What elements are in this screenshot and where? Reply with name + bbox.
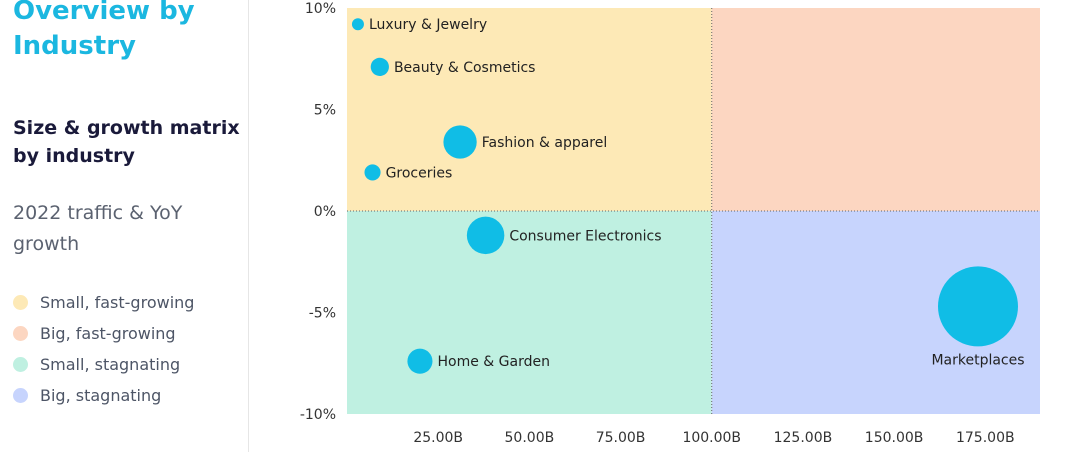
bubble-point: [937, 266, 1018, 347]
bubble-label: Consumer Electronics: [509, 228, 661, 244]
x-tick-label: 50.00B: [505, 430, 555, 446]
legend-swatch: [13, 295, 28, 310]
x-tick-label: 125.00B: [774, 430, 833, 446]
quadrant-small-stagnating: [347, 211, 712, 414]
legend-label: Small, stagnating: [40, 355, 181, 374]
divider: [248, 0, 249, 452]
sidebar: Overview by Industry Size & growth matri…: [0, 0, 248, 452]
chart-subtitle: Size & growth matrix by industry: [13, 117, 240, 167]
legend-label: Big, fast-growing: [40, 324, 176, 343]
bubble-label: Fashion & apparel: [482, 135, 608, 151]
bubble-point: [364, 164, 381, 181]
x-tick-label: 175.00B: [956, 430, 1015, 446]
legend-swatch: [13, 326, 28, 341]
size-growth-matrix-chart: 10% 5% 0% -5% -10% 25.00B 50.00B 75.00B 100.00B 1…: [300, 1, 1040, 446]
page-title: Overview by Industry: [13, 0, 195, 61]
legend-label: Small, fast-growing: [40, 293, 195, 312]
y-tick-label: -10%: [300, 407, 336, 423]
bubble-point: [443, 125, 477, 159]
bubble-point: [351, 18, 364, 31]
quadrant-small-fast-growing: [347, 8, 712, 211]
bubble-label: Beauty & Cosmetics: [394, 60, 536, 76]
y-tick-label: 0%: [314, 204, 336, 220]
bubble-point: [407, 348, 433, 374]
bubble-label: Marketplaces: [931, 352, 1024, 368]
legend-item-big-fast-growing: Big, fast-growing: [13, 318, 194, 349]
legend-label: Big, stagnating: [40, 386, 162, 405]
legend-item-big-stagnating: Big, stagnating: [13, 380, 194, 411]
chart-description: 2022 traffic & YoY growth: [13, 202, 183, 255]
y-tick-label: -5%: [309, 306, 336, 322]
y-tick-label: 10%: [305, 1, 336, 17]
bubble-label: Luxury & Jewelry: [369, 17, 487, 33]
x-tick-label: 75.00B: [596, 430, 646, 446]
legend: Small, fast-growing Big, fast-growing Sm…: [13, 287, 194, 411]
quadrant-big-fast-growing: [711, 8, 1040, 211]
legend-swatch: [13, 357, 28, 372]
legend-swatch: [13, 388, 28, 403]
x-tick-label: 100.00B: [682, 430, 741, 446]
bubble-point: [370, 57, 389, 76]
bubble-point: [466, 216, 505, 255]
x-tick-label: 25.00B: [413, 430, 463, 446]
legend-item-small-stagnating: Small, stagnating: [13, 349, 194, 380]
bubble-label: Groceries: [386, 165, 453, 181]
legend-item-small-fast-growing: Small, fast-growing: [13, 287, 194, 318]
x-tick-label: 150.00B: [865, 430, 924, 446]
bubble-label: Home & Garden: [437, 354, 549, 370]
y-tick-label: 5%: [314, 103, 336, 119]
